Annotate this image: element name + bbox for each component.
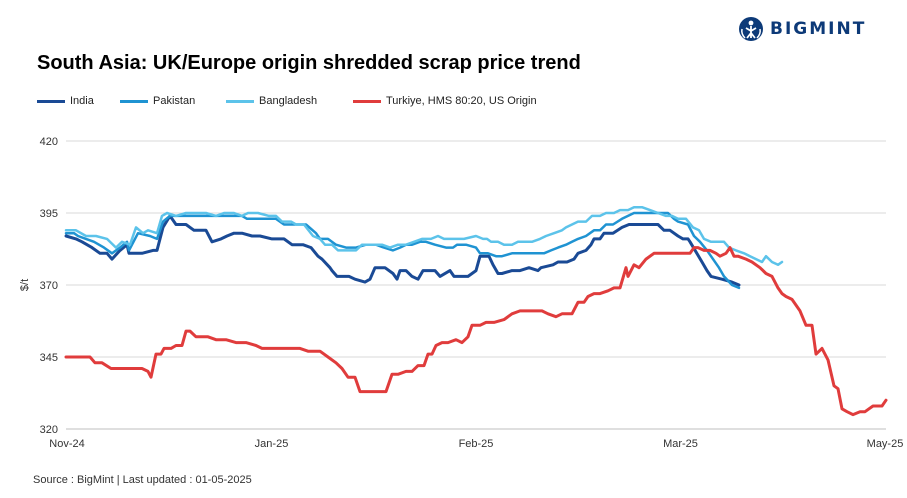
bigmint-logo: BIGMINT — [738, 16, 866, 42]
legend-item-bangladesh: Bangladesh — [226, 95, 353, 107]
legend-item-pakistan: Pakistan — [120, 95, 226, 107]
legend-item-turkiye: Turkiye, HMS 80:20, US Origin — [353, 95, 537, 107]
legend-item-india: India — [37, 95, 120, 107]
y-tick-label: 370 — [40, 280, 58, 292]
legend-label-bangladesh: Bangladesh — [259, 95, 318, 107]
x-tick-label: Nov-24 — [49, 438, 84, 450]
legend-swatch-turkiye — [353, 99, 381, 103]
x-tick-label: Mar-25 — [663, 438, 698, 450]
legend: India Pakistan Bangladesh Turkiye, HMS 8… — [37, 95, 537, 107]
line-chart: 320 345 370 395 420 $/t Nov-24 Jan-25 Feb-25 Mar-… — [19, 136, 904, 450]
legend-label-turkiye: Turkiye, HMS 80:20, US Origin — [386, 95, 537, 107]
chart-title: South Asia: UK/Europe origin shredded sc… — [37, 52, 581, 74]
source-note: Source : BigMint | Last updated : 01-05-… — [33, 474, 252, 486]
legend-label-pakistan: Pakistan — [153, 95, 196, 107]
series-line-0 — [64, 214, 741, 287]
series-line-3 — [64, 246, 888, 417]
legend-label-india: India — [70, 95, 94, 107]
bigmint-logo-text: BIGMINT — [770, 19, 867, 39]
y-axis-label: $/t — [19, 279, 31, 291]
series-line-2 — [64, 205, 784, 267]
series-line-1 — [64, 211, 741, 290]
legend-swatch-india — [37, 99, 65, 103]
y-tick-label: 345 — [40, 352, 58, 364]
y-tick-label: 320 — [40, 424, 58, 436]
legend-swatch-bangladesh — [226, 99, 254, 103]
y-tick-label: 395 — [40, 208, 58, 220]
x-tick-label: Feb-25 — [459, 438, 494, 450]
y-tick-label: 420 — [40, 136, 58, 148]
x-tick-label: Jan-25 — [255, 438, 289, 450]
legend-swatch-pakistan — [120, 99, 148, 103]
x-tick-label: May-25 — [867, 438, 904, 450]
bigmint-logo-icon — [739, 17, 763, 41]
